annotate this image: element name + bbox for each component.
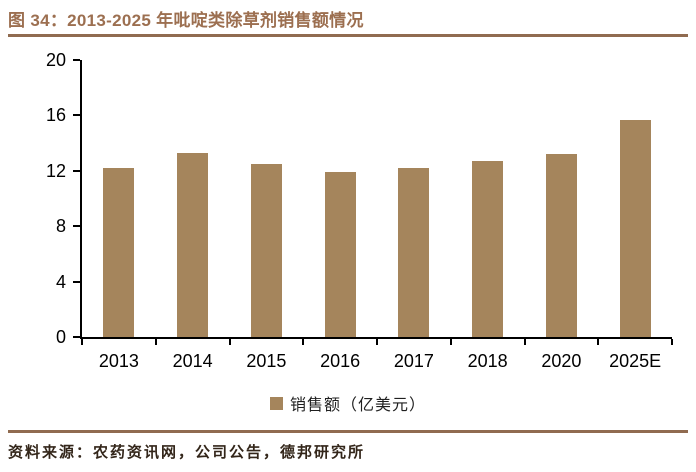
x-axis-label-2017: 2017 (393, 351, 434, 371)
y-axis-tick (73, 336, 80, 338)
x-axis-tick (81, 339, 83, 345)
bar-2018 (472, 161, 504, 337)
y-axis-tick (73, 280, 80, 283)
source-note: 资料来源：农药资讯网，公司公告，德邦研究所 (8, 445, 366, 461)
x-axis-tick (597, 339, 600, 345)
x-axis-line (80, 337, 672, 339)
title-divider (8, 34, 688, 37)
x-axis-tick (302, 339, 305, 345)
x-axis-tick (376, 339, 378, 345)
x-axis-label-2016: 2016 (320, 351, 361, 371)
x-axis-label-2025E: 2025E (609, 351, 662, 371)
y-axis-label: 12 (45, 160, 66, 181)
x-axis-tick (523, 339, 526, 345)
chart-legend: 销售额（亿美元） (0, 392, 696, 414)
x-axis-label-2018: 2018 (467, 351, 508, 371)
x-axis-tick (154, 339, 157, 345)
y-axis-label: 8 (55, 216, 66, 237)
bar-2025E (619, 119, 651, 337)
figure-title: 图 34：2013-2025 年吡啶类除草剂销售额情况 (8, 11, 364, 30)
bar-2020 (545, 154, 577, 337)
bar-2017 (398, 168, 430, 337)
x-axis-label-2014: 2014 (172, 351, 213, 371)
x-axis-label-2015: 2015 (246, 351, 287, 371)
legend-swatch (269, 396, 283, 410)
y-axis-tick (73, 59, 80, 61)
plot-area: 0 4 8 12 16 20 2013 2014 2015 2016 2017 2018 2020 202… (46, 50, 673, 371)
bar-2014 (177, 152, 209, 337)
bar-2013 (103, 168, 135, 337)
y-axis-tick (73, 114, 80, 117)
y-axis-label: 0 (55, 327, 66, 347)
x-axis-tick (449, 339, 452, 345)
bar-2015 (250, 163, 282, 337)
x-axis-tick (228, 339, 231, 345)
footer-divider (8, 430, 688, 433)
y-axis-label: 16 (45, 105, 66, 126)
x-axis-tick (671, 339, 673, 345)
bar-2016 (324, 172, 356, 337)
y-axis-tick (73, 225, 80, 228)
y-axis-label: 20 (45, 50, 66, 70)
y-axis-line (80, 60, 82, 339)
y-axis-label: 4 (55, 271, 66, 292)
legend-label: 销售额（亿美元） (289, 397, 426, 414)
x-axis-label-2013: 2013 (98, 351, 139, 371)
y-axis-tick (73, 169, 80, 172)
x-axis-label-2020: 2020 (541, 351, 582, 371)
